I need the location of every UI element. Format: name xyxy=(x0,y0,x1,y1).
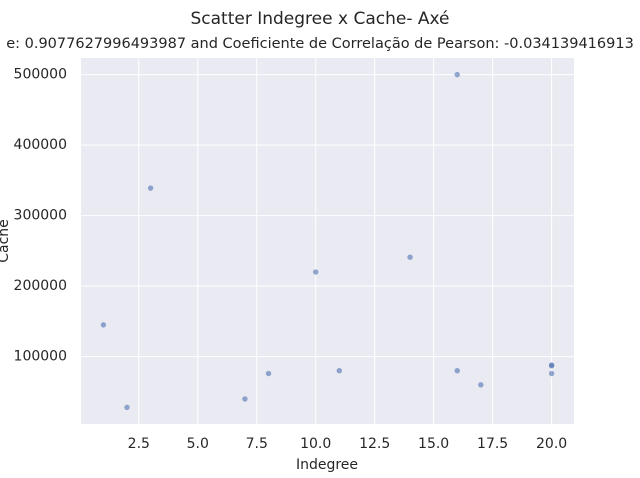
x-tick-label: 20.0 xyxy=(536,436,567,452)
point xyxy=(100,322,107,328)
point xyxy=(478,382,484,388)
plot-area xyxy=(81,58,574,424)
x-tick-label: 10.0 xyxy=(300,436,331,452)
point xyxy=(265,370,272,377)
point xyxy=(548,370,555,377)
x-tick-label: 5.0 xyxy=(187,436,209,452)
x-axis-label: Indegree xyxy=(296,457,358,473)
y-tick-label: 400000 xyxy=(14,137,67,153)
point xyxy=(242,396,248,402)
chart-subtitle: e: 0.9077627996493987 and Coeficiente de… xyxy=(6,36,634,52)
point xyxy=(336,368,342,374)
x-tick-label: 7.5 xyxy=(246,436,268,452)
point xyxy=(124,404,130,411)
point xyxy=(313,269,319,275)
y-tick-label: 200000 xyxy=(14,278,67,294)
point xyxy=(147,185,154,191)
point xyxy=(454,368,460,374)
x-tick-label: 12.5 xyxy=(359,436,390,452)
point xyxy=(407,254,413,260)
y-tick-label: 300000 xyxy=(14,208,67,224)
x-tick-label: 17.5 xyxy=(477,436,508,452)
y-tick-label: 500000 xyxy=(14,67,67,83)
x-tick-label: 2.5 xyxy=(128,436,150,452)
point xyxy=(548,363,555,369)
x-tick-label: 15.0 xyxy=(418,436,449,452)
chart-title: Scatter Indegree x Cache- Axé xyxy=(190,9,449,29)
y-axis-label: Cache xyxy=(0,219,12,263)
y-tick-label: 100000 xyxy=(14,349,67,365)
point xyxy=(454,71,460,78)
